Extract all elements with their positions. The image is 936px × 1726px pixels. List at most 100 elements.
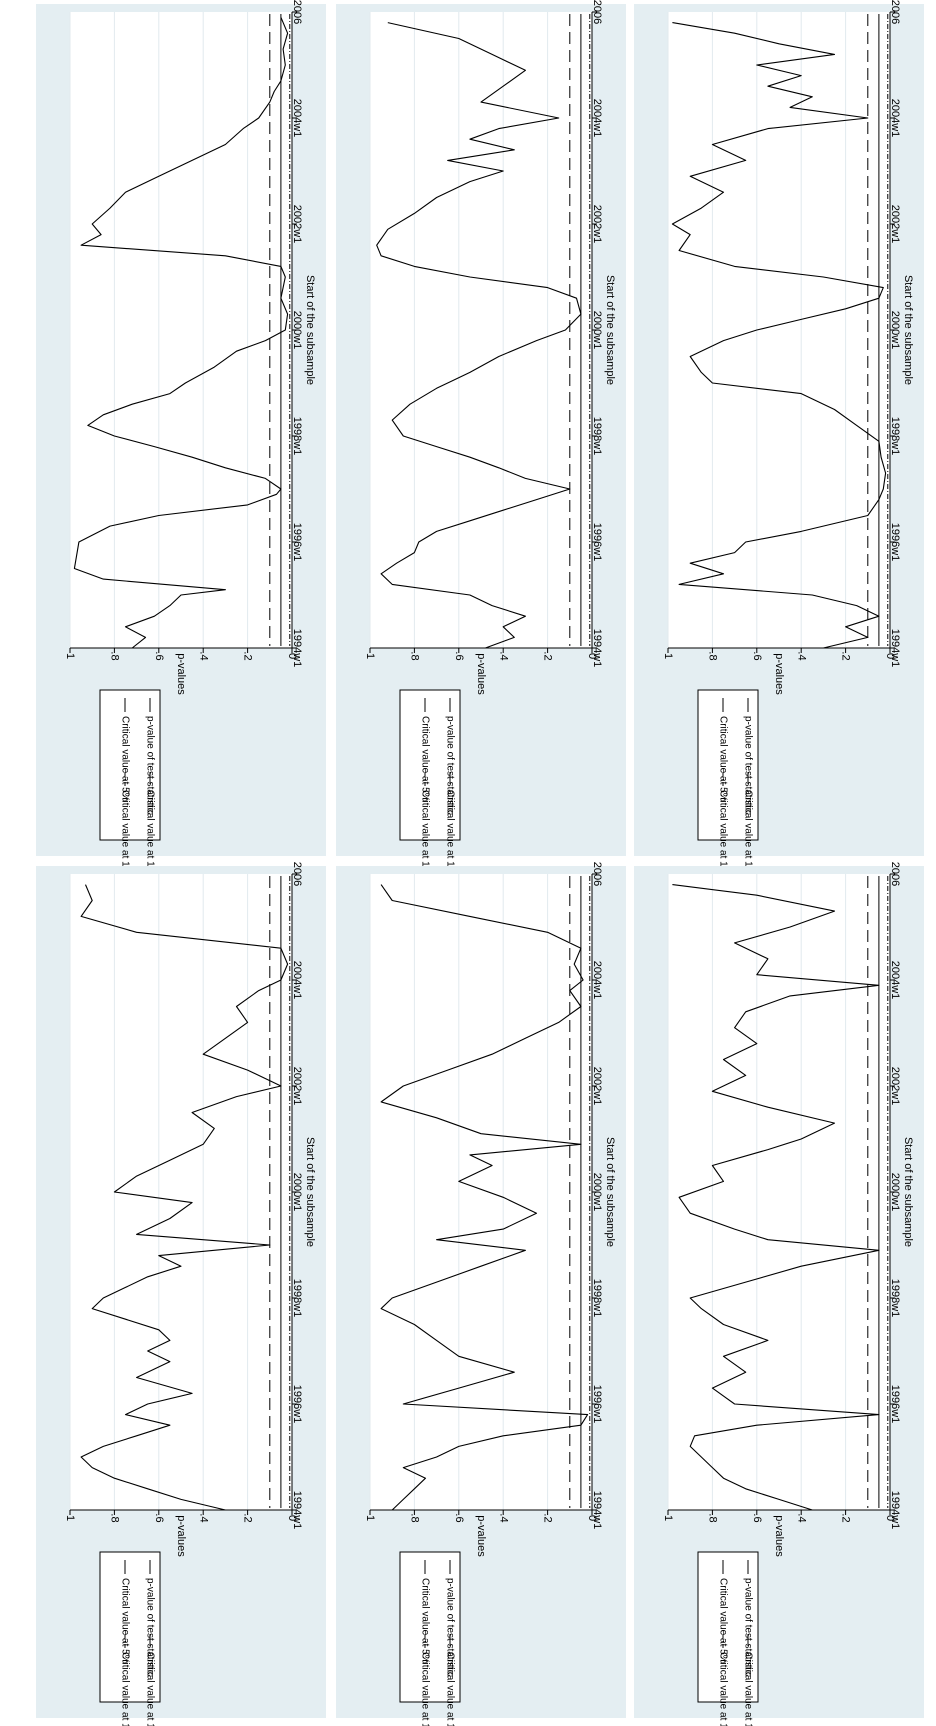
x-tick-label: 1994w1	[291, 1491, 303, 1530]
series-line	[380, 884, 589, 1511]
x-axis-title: Start of the subsample	[604, 1137, 616, 1247]
legend-box	[99, 1551, 161, 1703]
y-tick-label: .4	[497, 651, 509, 660]
x-tick-label: 2002w1	[591, 1067, 603, 1106]
legend-label: Critical value at 1%	[119, 1652, 130, 1726]
legend-label: p-value of test statistic	[144, 716, 155, 815]
x-tick-label: 2000w1	[591, 311, 603, 350]
x-tick-label: 1998w1	[591, 1279, 603, 1318]
x-tick-label: 1994w1	[291, 629, 303, 668]
legend-label: Critical value at 10%	[742, 790, 753, 881]
legend-box	[399, 689, 461, 841]
x-tick-label: 2000w1	[591, 1173, 603, 1212]
y-tick-label: 1	[364, 1515, 376, 1521]
y-tick-label: .4	[795, 651, 807, 660]
y-tick-label: .6	[153, 651, 165, 660]
x-axis-title: Start of the subsample	[304, 275, 316, 385]
x-axis-title: Start of the subsample	[902, 275, 914, 385]
x-tick-label: 1996w1	[889, 1385, 901, 1424]
y-tick-label: 0	[586, 653, 598, 659]
y-tick-label: .8	[108, 1513, 120, 1522]
y-tick-label: 1	[662, 1515, 674, 1521]
y-tick-label: .4	[497, 1513, 509, 1522]
x-tick-label: 1998w1	[591, 417, 603, 456]
x-tick-label: 1994w1	[591, 1491, 603, 1530]
series-line	[73, 17, 289, 649]
y-tick-label: .4	[197, 651, 209, 660]
legend-label: Critical value at 10%	[742, 1652, 753, 1726]
x-tick-label: 2000w1	[889, 311, 901, 350]
x-axis-title: Start of the subsample	[902, 1137, 914, 1247]
x-tick-label: 2006	[291, 862, 303, 886]
x-tick-label: 2004w1	[591, 99, 603, 138]
legend-box	[99, 689, 161, 841]
y-tick-label: .6	[153, 1513, 165, 1522]
x-tick-label: 2004w1	[291, 961, 303, 1000]
x-tick-label: 1998w1	[889, 417, 901, 456]
x-tick-label: 2006	[889, 0, 901, 24]
legend-label: Critical value at 10%	[144, 1652, 155, 1726]
plot-area	[668, 12, 890, 648]
y-tick-label: 1	[662, 653, 674, 659]
x-tick-label: 1996w1	[291, 523, 303, 562]
x-tick-label: 2000w1	[291, 311, 303, 350]
x-tick-label: 1998w1	[291, 417, 303, 456]
x-tick-label: 2006	[889, 862, 901, 886]
y-tick-label: .6	[751, 651, 763, 660]
y-tick-label: .2	[840, 1513, 852, 1522]
x-tick-label: 2002w1	[291, 205, 303, 244]
series-line	[672, 884, 880, 1511]
y-tick-label: .6	[751, 1513, 763, 1522]
y-tick-label: .2	[542, 651, 554, 660]
y-tick-label: 0	[586, 1515, 598, 1521]
y-tick-label: 0	[286, 653, 298, 659]
y-axis-title: p-values	[773, 1515, 785, 1557]
legend-label: p-value of test statistic	[444, 1578, 455, 1677]
y-tick-label: .2	[542, 1513, 554, 1522]
y-axis-title: p-values	[175, 653, 187, 695]
x-tick-label: 1998w1	[889, 1279, 901, 1318]
legend-label: Critical value at 5%	[119, 1578, 130, 1664]
legend-label: Critical value at 1%	[419, 1652, 430, 1726]
x-tick-label: 2006	[291, 0, 303, 24]
legend-label: Critical value at 5%	[419, 716, 430, 802]
y-tick-label: .4	[795, 1513, 807, 1522]
plot-area	[668, 874, 890, 1510]
legend-label: Critical value at 5%	[717, 1578, 728, 1664]
x-tick-label: 1994w1	[591, 629, 603, 668]
legend-label: Critical value at 10%	[444, 1652, 455, 1726]
x-tick-label: 1996w1	[591, 523, 603, 562]
y-tick-label: 1	[364, 653, 376, 659]
y-tick-label: 0	[884, 1515, 896, 1521]
chart-panel: 0 .2 .4 .6 .8 1 1994w1 1996w1 1998w1 2000w1 2002w1…	[634, 0, 936, 881]
legend-label: Critical value at 5%	[119, 716, 130, 802]
legend-label: Critical value at 1%	[419, 790, 430, 876]
series-line	[80, 884, 289, 1511]
legend-box	[697, 1551, 759, 1703]
plot-area	[70, 12, 292, 648]
plot-area	[370, 874, 592, 1510]
y-tick-label: .6	[453, 1513, 465, 1522]
legend-label: p-value of test statistic	[742, 1578, 753, 1677]
x-tick-label: 2004w1	[591, 961, 603, 1000]
chart-panel: 0 .2 .4 .6 .8 1 1994w1 1996w1 1998w1 2000w1 2002w1…	[336, 0, 659, 881]
series-line	[671, 22, 887, 649]
legend-label: Critical value at 10%	[144, 790, 155, 881]
y-axis-title: p-values	[475, 1515, 487, 1557]
y-tick-label: .6	[453, 651, 465, 660]
x-tick-label: 2002w1	[291, 1067, 303, 1106]
x-tick-label: 2000w1	[291, 1173, 303, 1212]
y-tick-label: .8	[108, 651, 120, 660]
legend-label: Critical value at 1%	[717, 790, 728, 876]
x-tick-label: 1996w1	[591, 1385, 603, 1424]
legend-label: Critical value at 5%	[419, 1578, 430, 1664]
x-tick-label: 2004w1	[291, 99, 303, 138]
y-tick-label: .2	[840, 651, 852, 660]
plot-area	[70, 874, 292, 1510]
x-tick-label: 1996w1	[889, 523, 901, 562]
legend-label: Critical value at 1%	[119, 790, 130, 876]
x-tick-label: 2004w1	[889, 961, 901, 1000]
chart-panel: 0 .2 .4 .6 .8 1 1994w1 1996w1 1998w1 2000w1 2002w1…	[36, 862, 359, 1726]
y-axis-title: p-values	[773, 653, 785, 695]
